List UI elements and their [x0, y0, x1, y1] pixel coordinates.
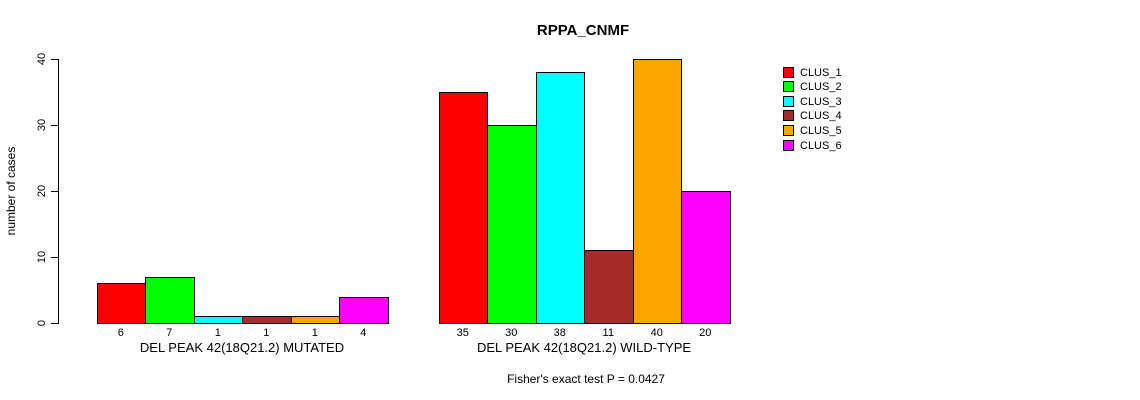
- legend-swatch-clus_5: [783, 124, 794, 136]
- y-tick: [51, 191, 58, 192]
- bar-value-label: 38: [553, 327, 566, 339]
- bar-clus_6-group1: [339, 296, 389, 324]
- bar-clus_4-group2: [584, 250, 634, 324]
- y-tick-label: 40: [36, 52, 48, 66]
- legend-swatch-clus_4: [783, 110, 794, 122]
- bar-clus_1-group1: [96, 283, 146, 324]
- bar-value-label: 6: [117, 327, 124, 339]
- bar-clus_4-group1: [242, 316, 292, 324]
- legend-label-clus_5: CLUS_5: [800, 124, 842, 137]
- bar-clus_2-group1: [145, 276, 195, 324]
- bar-clus_5-group1: [290, 316, 340, 324]
- y-tick-label: 30: [36, 118, 48, 132]
- y-tick: [51, 323, 58, 324]
- x-category-label: DEL PEAK 42(18Q21.2) MUTATED: [139, 340, 345, 355]
- legend-swatch-clus_3: [783, 95, 794, 107]
- legend-swatch-clus_6: [783, 139, 794, 151]
- bar-clus_5-group2: [632, 59, 682, 324]
- legend-label-clus_3: CLUS_3: [800, 95, 842, 108]
- bar-clus_6-group2: [681, 191, 731, 324]
- chart-title: RPPA_CNMF: [536, 22, 630, 39]
- legend-label-clus_6: CLUS_6: [800, 139, 842, 152]
- y-tick-label: 20: [36, 184, 48, 198]
- bar-value-label: 35: [456, 327, 469, 339]
- fisher-test-annotation: Fisher's exact test P = 0.0427: [507, 372, 665, 386]
- legend-label-clus_1: CLUS_1: [800, 66, 842, 79]
- bar-clus_3-group2: [535, 72, 585, 324]
- y-tick: [51, 125, 58, 126]
- bar-value-label: 1: [214, 327, 221, 339]
- legend-swatch-clus_1: [783, 66, 794, 78]
- bar-value-label: 11: [602, 327, 614, 339]
- bar-value-label: 40: [650, 327, 663, 339]
- bar-clus_2-group2: [487, 125, 537, 324]
- y-tick-label: 0: [36, 319, 48, 327]
- y-axis-label: number of cases: [4, 146, 18, 236]
- bar-value-label: 1: [311, 327, 318, 339]
- bar-value-label: 1: [263, 327, 270, 339]
- bar-clus_3-group1: [193, 316, 243, 324]
- bar-value-label: 7: [166, 327, 173, 339]
- bar-value-label: 4: [360, 327, 367, 339]
- bar-value-label: 30: [505, 327, 518, 339]
- x-category-label: DEL PEAK 42(18Q21.2) WILD-TYPE: [476, 340, 692, 355]
- bar-value-label: 20: [699, 327, 712, 339]
- legend-label-clus_2: CLUS_2: [800, 81, 842, 94]
- y-tick-label: 10: [36, 250, 48, 264]
- legend-swatch-clus_2: [783, 81, 794, 93]
- legend-label-clus_4: CLUS_4: [800, 110, 842, 123]
- y-axis-line: [58, 59, 59, 324]
- y-tick: [51, 59, 58, 60]
- y-tick: [51, 257, 58, 258]
- bar-clus_1-group2: [438, 92, 488, 324]
